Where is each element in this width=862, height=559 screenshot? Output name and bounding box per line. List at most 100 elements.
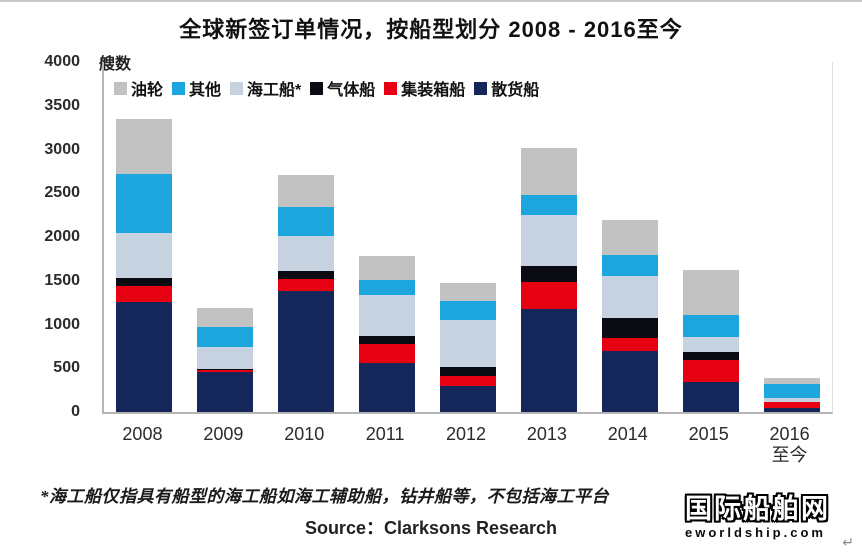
bar-segment-gas-carrier [440, 367, 496, 377]
bar-segment-other [440, 301, 496, 321]
legend-item-gas-carrier: 气体船 [310, 76, 375, 100]
bar-segment-offshore-vessel [601, 276, 658, 319]
bar-segment-offshore-vessel [359, 295, 416, 336]
bar-segment-bulk-carrier [682, 382, 739, 412]
bar-segment-offshore-vessel [116, 232, 173, 279]
bar-segment-other [520, 195, 577, 216]
bar-segment-container-ship [116, 286, 173, 302]
bar-segment-gas-carrier [359, 335, 416, 345]
plot-area [102, 62, 833, 414]
y-tick-label: 4000 [44, 53, 80, 70]
legend-label: 油轮 [131, 82, 164, 99]
bar-segment-bulk-carrier [440, 386, 496, 412]
bar-segment-other [601, 254, 658, 277]
x-tick-label: 2013 [526, 424, 567, 444]
bar-group-2012 [428, 62, 509, 412]
stacked-bar [116, 118, 173, 412]
bar-segment-container-ship [278, 279, 335, 292]
bar-segment-container-ship [359, 344, 416, 363]
chart-legend: 油轮 其他 海工船* 气体船 集装箱船 散货船 [114, 76, 539, 100]
bar-segment-tanker [520, 147, 577, 195]
y-tick-label: 0 [71, 403, 80, 420]
bar-segment-container-ship [601, 337, 658, 351]
legend-swatch-other [172, 81, 186, 95]
bar-segment-other [116, 174, 173, 233]
stacked-bar [601, 220, 658, 412]
legend-swatch-offshore-vessel [230, 81, 244, 95]
legend-swatch-container-ship [384, 81, 398, 95]
bar-segment-gas-carrier [601, 318, 658, 338]
bar-group-2010 [266, 62, 347, 412]
watermark-site-name: 国际船舶网 [685, 494, 830, 524]
y-tick-label: 3000 [44, 140, 80, 158]
bar-segment-other [278, 206, 335, 236]
legend-item-tanker: 油轮 [114, 76, 163, 100]
top-border-line [0, 0, 862, 2]
bar-segment-other [197, 327, 254, 348]
watermark-site-url: eworldship.com [685, 525, 826, 540]
x-tick-label: 2010 [284, 424, 325, 444]
y-axis-unit-label: 艘数 [99, 56, 132, 73]
bar-segment-container-ship [520, 281, 577, 309]
legend-item-bulk-carrier: 散货船 [474, 76, 539, 100]
legend-label: 海工船* [247, 82, 302, 99]
bar-segment-container-ship [763, 402, 820, 408]
stacked-bar [359, 256, 416, 412]
watermark-logo: 国际船舶网 eworldship.com [685, 494, 830, 540]
bar-segment-tanker [601, 220, 658, 255]
bar-group-2014 [589, 62, 670, 412]
bar-segment-offshore-vessel [440, 320, 496, 368]
stacked-bar [197, 307, 254, 412]
bar-segment-tanker [359, 256, 416, 280]
y-tick-label: 3500 [44, 96, 80, 114]
chart-footnote: *海工船仅指具有船型的海工船如海工辅助船，钻井船等，不包括海工平台 [40, 487, 609, 506]
legend-label: 散货船 [491, 82, 540, 99]
bar-group-2016至今 [751, 62, 832, 412]
stacked-bar [278, 175, 335, 412]
bar-segment-container-ship [682, 360, 739, 383]
y-axis-ticks: 0 500 1000 1500 2000 2500 3000 3500 4000 [14, 53, 80, 420]
chart-title: 全球新签订单情况，按船型划分 2008 - 2016至今 [179, 17, 683, 42]
x-tick-label: 2012 [445, 424, 487, 444]
stacked-bar [440, 282, 496, 412]
x-tick-label: 2016 至今 [769, 424, 810, 465]
y-tick-label: 1500 [44, 271, 80, 289]
x-axis-labels: 2008 2009 2010 2011 2012 2013 2014 2015 2016 至今 [102, 424, 830, 466]
legend-item-container-ship: 集装箱船 [384, 76, 465, 100]
return-mark-glyph: ↵ [842, 534, 854, 550]
stacked-bar [520, 147, 577, 412]
bar-segment-gas-carrier [278, 271, 335, 280]
legend-label: 气体船 [327, 82, 376, 99]
stacked-bar [763, 377, 820, 412]
bar-segment-tanker [278, 175, 335, 207]
y-tick-label: 2500 [44, 184, 80, 202]
bar-segment-bulk-carrier [601, 350, 658, 412]
bar-group-2009 [185, 62, 266, 412]
bar-segment-gas-carrier [197, 369, 254, 371]
stacked-bar [682, 270, 739, 412]
bar-segment-bulk-carrier [359, 362, 416, 412]
bar-segment-container-ship [440, 376, 496, 387]
y-tick-label: 1000 [44, 315, 80, 333]
bar-segment-offshore-vessel [763, 398, 820, 402]
x-tick-label: 2008 [122, 424, 163, 444]
bar-segment-container-ship [197, 370, 254, 372]
bar-segment-tanker [682, 270, 739, 315]
x-tick-label: 2015 [688, 424, 729, 444]
bar-segment-gas-carrier [682, 352, 739, 361]
x-tick-label: 2014 [607, 424, 648, 444]
legend-item-offshore-vessel: 海工船* [230, 76, 301, 100]
bar-segment-offshore-vessel [682, 337, 739, 353]
legend-swatch-gas-carrier [310, 81, 324, 95]
bar-group-2013 [508, 62, 589, 412]
y-tick-label: 2000 [44, 228, 80, 245]
y-tick-label: 500 [53, 359, 80, 377]
bar-segment-tanker [197, 307, 254, 328]
bar-segment-bulk-carrier [197, 371, 254, 412]
bar-segment-tanker [440, 282, 496, 302]
bar-segment-bulk-carrier [763, 407, 820, 412]
bar-segment-gas-carrier [520, 265, 577, 282]
bar-group-2011 [347, 62, 428, 412]
bar-segment-gas-carrier [763, 401, 820, 403]
bar-segment-offshore-vessel [197, 347, 254, 370]
